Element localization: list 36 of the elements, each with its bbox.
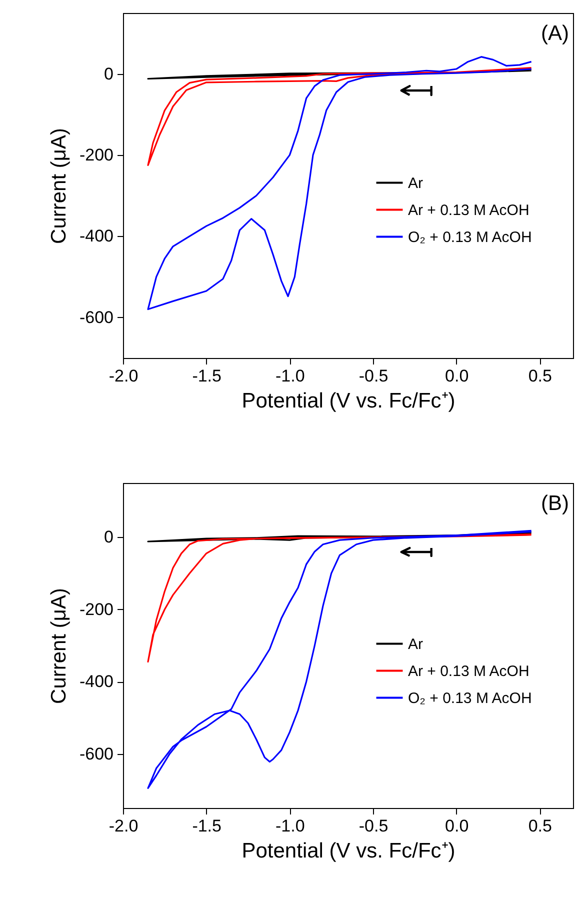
x-tick-label: -1.0	[276, 366, 305, 386]
y-tick-label: -400	[79, 226, 114, 246]
legend-label: Ar	[408, 174, 424, 192]
annotation: (B)	[541, 492, 569, 515]
line-series	[147, 533, 532, 663]
y-tick-label: -600	[79, 308, 114, 327]
legend-label: Ar + 0.13 M AcOH	[408, 662, 530, 680]
x-tick-label: 0.5	[528, 366, 552, 386]
x-tick-label: 0.0	[445, 366, 469, 386]
line-series	[147, 66, 532, 166]
y-tick-label: 0	[104, 64, 114, 84]
x-tick-label: -0.5	[358, 816, 388, 836]
legend-label: Ar + 0.13 M AcOH	[408, 202, 530, 219]
x-tick-label: -0.5	[358, 366, 388, 386]
legend-label: Ar	[408, 636, 424, 653]
y-tick-label: 0	[104, 528, 114, 547]
annotation: (A)	[541, 22, 569, 45]
x-axis-title: Potential (V vs. Fc/Fc⁺)	[242, 840, 456, 862]
x-tick-label: -2.0	[108, 366, 138, 386]
y-tick-label: -200	[79, 600, 114, 619]
legend-label: O₂ + 0.13 M AcOH	[408, 690, 532, 707]
y-tick-label: -200	[79, 146, 114, 165]
y-axis-title: Current (μA)	[47, 128, 70, 244]
x-tick-label: -1.5	[192, 366, 222, 386]
x-axis-title: Potential (V vs. Fc/Fc⁺)	[242, 390, 456, 412]
line-series	[147, 530, 532, 789]
x-tick-label: 0.0	[445, 816, 469, 836]
x-tick-label: -1.0	[276, 816, 305, 836]
x-tick-label: 0.5	[528, 816, 552, 836]
y-axis-title: Current (μA)	[47, 588, 70, 704]
x-tick-label: -1.5	[192, 816, 222, 836]
y-tick-label: -400	[79, 672, 114, 692]
x-tick-label: -2.0	[108, 816, 138, 836]
legend-label: O₂ + 0.13 M AcOH	[408, 228, 532, 246]
y-tick-label: -600	[79, 744, 114, 764]
line-series	[147, 56, 532, 310]
